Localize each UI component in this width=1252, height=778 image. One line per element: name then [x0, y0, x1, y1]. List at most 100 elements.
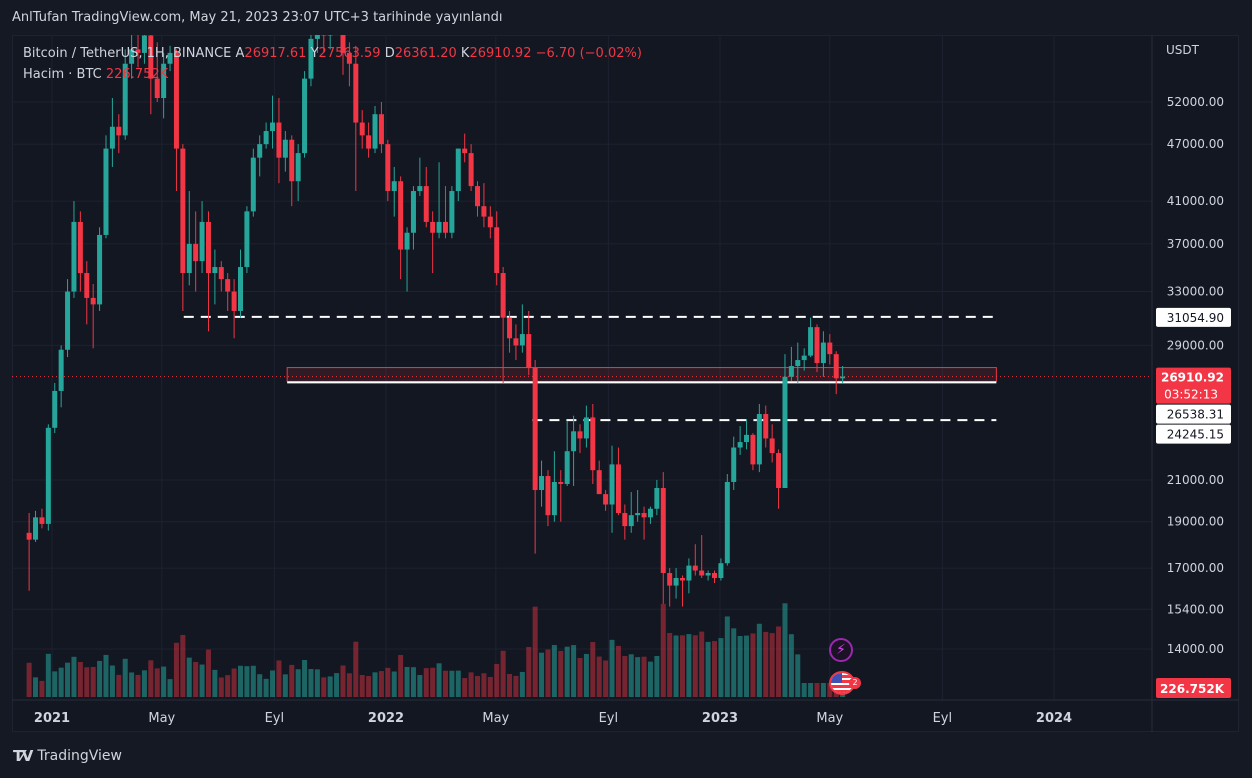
- candle[interactable]: [244, 206, 250, 274]
- candle[interactable]: [39, 508, 45, 529]
- candle[interactable]: [404, 227, 410, 292]
- candle[interactable]: [763, 405, 769, 448]
- candle[interactable]: [558, 470, 564, 522]
- candle[interactable]: [462, 133, 468, 163]
- candle[interactable]: [820, 331, 826, 377]
- candle[interactable]: [513, 324, 519, 361]
- candle[interactable]: [622, 504, 628, 540]
- candle[interactable]: [270, 95, 276, 149]
- candle[interactable]: [398, 176, 404, 280]
- candle[interactable]: [455, 148, 461, 202]
- candle[interactable]: [699, 535, 705, 578]
- tradingview-logo[interactable]: T⁄V TradingView: [13, 747, 122, 765]
- candle[interactable]: [603, 490, 609, 511]
- candle[interactable]: [724, 474, 730, 566]
- candle[interactable]: [615, 447, 621, 516]
- candle[interactable]: [686, 558, 692, 594]
- candle[interactable]: [596, 460, 602, 495]
- candle[interactable]: [391, 166, 397, 217]
- candle[interactable]: [122, 49, 128, 140]
- candle[interactable]: [65, 279, 71, 358]
- candle[interactable]: [436, 162, 442, 239]
- candle[interactable]: [417, 157, 423, 197]
- candle[interactable]: [801, 348, 807, 371]
- candle[interactable]: [58, 345, 64, 408]
- candle[interactable]: [250, 148, 256, 217]
- candle[interactable]: [231, 279, 237, 339]
- candle[interactable]: [507, 310, 513, 353]
- candle[interactable]: [571, 415, 577, 486]
- candle[interactable]: [660, 472, 666, 604]
- candle[interactable]: [475, 181, 481, 217]
- candle[interactable]: [756, 403, 762, 473]
- candle[interactable]: [289, 135, 295, 207]
- candle[interactable]: [782, 354, 788, 488]
- candle[interactable]: [788, 346, 794, 382]
- candle[interactable]: [667, 568, 673, 607]
- candle[interactable]: [840, 366, 846, 384]
- candle[interactable]: [372, 106, 378, 154]
- candle[interactable]: [577, 424, 583, 454]
- candle[interactable]: [359, 110, 365, 149]
- lightning-icon[interactable]: ⚡: [829, 638, 853, 662]
- candle[interactable]: [795, 342, 801, 384]
- candle[interactable]: [744, 419, 750, 450]
- candle[interactable]: [776, 449, 782, 509]
- chart-canvas[interactable]: 52000.00 47000.00 41000.00 37000.00 33000.00…: [12, 35, 1239, 732]
- currency-label[interactable]: USDT: [1166, 43, 1199, 57]
- candle[interactable]: [141, 35, 147, 64]
- candle[interactable]: [731, 436, 737, 491]
- candle[interactable]: [257, 135, 263, 177]
- candle[interactable]: [430, 211, 436, 274]
- candle[interactable]: [609, 445, 615, 533]
- candle[interactable]: [84, 261, 90, 325]
- candle[interactable]: [45, 424, 51, 531]
- candle[interactable]: [442, 186, 448, 239]
- candle[interactable]: [526, 310, 532, 376]
- candle[interactable]: [167, 45, 173, 72]
- candle[interactable]: [468, 144, 474, 192]
- candle[interactable]: [205, 211, 211, 332]
- candle[interactable]: [564, 420, 570, 486]
- candle[interactable]: [500, 267, 506, 384]
- chart-pane[interactable]: [12, 35, 1239, 732]
- candle[interactable]: [77, 211, 83, 292]
- candle[interactable]: [487, 206, 493, 239]
- candle[interactable]: [129, 35, 135, 79]
- candle[interactable]: [583, 405, 589, 448]
- candle[interactable]: [314, 35, 320, 53]
- candle[interactable]: [302, 71, 308, 158]
- candle[interactable]: [173, 49, 179, 192]
- candle[interactable]: [712, 570, 718, 584]
- candle[interactable]: [33, 510, 39, 542]
- candle[interactable]: [340, 35, 346, 75]
- candle[interactable]: [135, 35, 141, 68]
- candle[interactable]: [539, 460, 545, 507]
- candle[interactable]: [321, 35, 327, 53]
- candle[interactable]: [628, 492, 634, 533]
- candle[interactable]: [808, 317, 814, 358]
- candle[interactable]: [654, 479, 660, 516]
- candle[interactable]: [282, 131, 288, 172]
- candle[interactable]: [218, 261, 224, 292]
- candle[interactable]: [750, 433, 756, 471]
- candle[interactable]: [193, 211, 199, 292]
- volume-label[interactable]: Hacim · BTC: [23, 67, 102, 82]
- candle[interactable]: [148, 35, 154, 115]
- candle[interactable]: [833, 351, 839, 395]
- candle[interactable]: [551, 451, 557, 522]
- candle[interactable]: [186, 191, 192, 286]
- candle[interactable]: [71, 201, 77, 298]
- candle[interactable]: [679, 575, 685, 607]
- candle[interactable]: [212, 249, 218, 305]
- candle[interactable]: [673, 568, 679, 599]
- candle[interactable]: [346, 42, 352, 87]
- candle[interactable]: [199, 201, 205, 274]
- candle[interactable]: [116, 114, 122, 154]
- symbol-title[interactable]: Bitcoin / TetherUS, 1H, BINANCE: [23, 46, 232, 61]
- candle[interactable]: [635, 490, 641, 522]
- candle[interactable]: [641, 506, 647, 540]
- candle[interactable]: [26, 513, 32, 591]
- candle[interactable]: [295, 144, 301, 202]
- candle[interactable]: [449, 186, 455, 239]
